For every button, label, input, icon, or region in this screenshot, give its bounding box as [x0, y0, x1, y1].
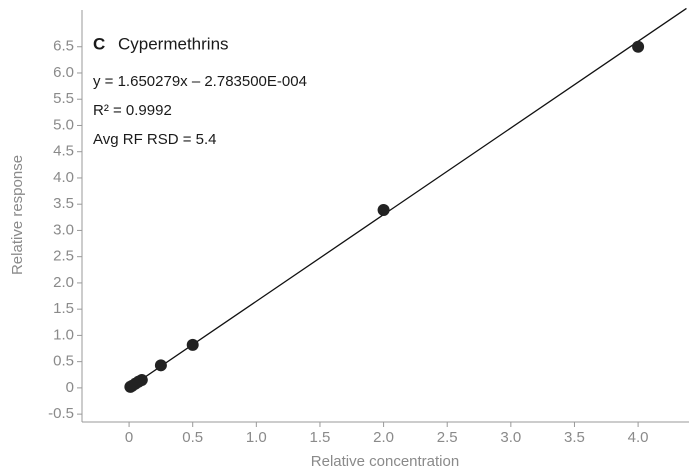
data-point [632, 40, 645, 53]
y-tick-label: 5.0 [53, 116, 74, 133]
data-point [377, 203, 390, 216]
y-tick-label: 4.5 [53, 143, 74, 160]
y-tick-label: 5.5 [53, 90, 74, 107]
y-tick-label: 0 [66, 379, 74, 396]
y-tick-label: 2.0 [53, 274, 74, 291]
y-tick-label: 1.0 [53, 326, 74, 343]
x-tick-label: 0.5 [182, 429, 203, 446]
data-point [154, 359, 167, 372]
x-tick-label: 1.5 [310, 429, 331, 446]
y-tick-label: 4.0 [53, 169, 74, 186]
y-tick-label: 0.5 [53, 353, 74, 370]
y-tick-label: -0.5 [48, 405, 74, 422]
data-point [135, 374, 148, 387]
x-tick-label: 3.0 [500, 429, 521, 446]
r-squared: R² = 0.9992 [93, 102, 172, 119]
y-tick-label: 3.5 [53, 195, 74, 212]
y-tick-label: 3.0 [53, 221, 74, 238]
x-tick-label: 3.5 [564, 429, 585, 446]
x-tick-label: 0 [125, 429, 133, 446]
data-point [186, 338, 199, 351]
y-tick-label: 6.0 [53, 64, 74, 81]
panel-label: C [93, 34, 105, 53]
y-axis-label: Relative response [9, 155, 26, 275]
chart-title: Cypermethrins [118, 34, 229, 53]
x-tick-label: 2.5 [437, 429, 458, 446]
x-tick-label: 4.0 [628, 429, 649, 446]
fit-line [127, 7, 687, 390]
x-tick-label: 1.0 [246, 429, 267, 446]
x-tick-label: 2.0 [373, 429, 394, 446]
equation: y = 1.650279x – 2.783500E-004 [93, 73, 307, 90]
y-tick-label: 1.5 [53, 300, 74, 317]
y-tick-label: 2.5 [53, 248, 74, 265]
y-tick-label: 6.5 [53, 38, 74, 55]
x-axis-label: Relative concentration [311, 453, 459, 470]
rsd: Avg RF RSD = 5.4 [93, 131, 217, 148]
